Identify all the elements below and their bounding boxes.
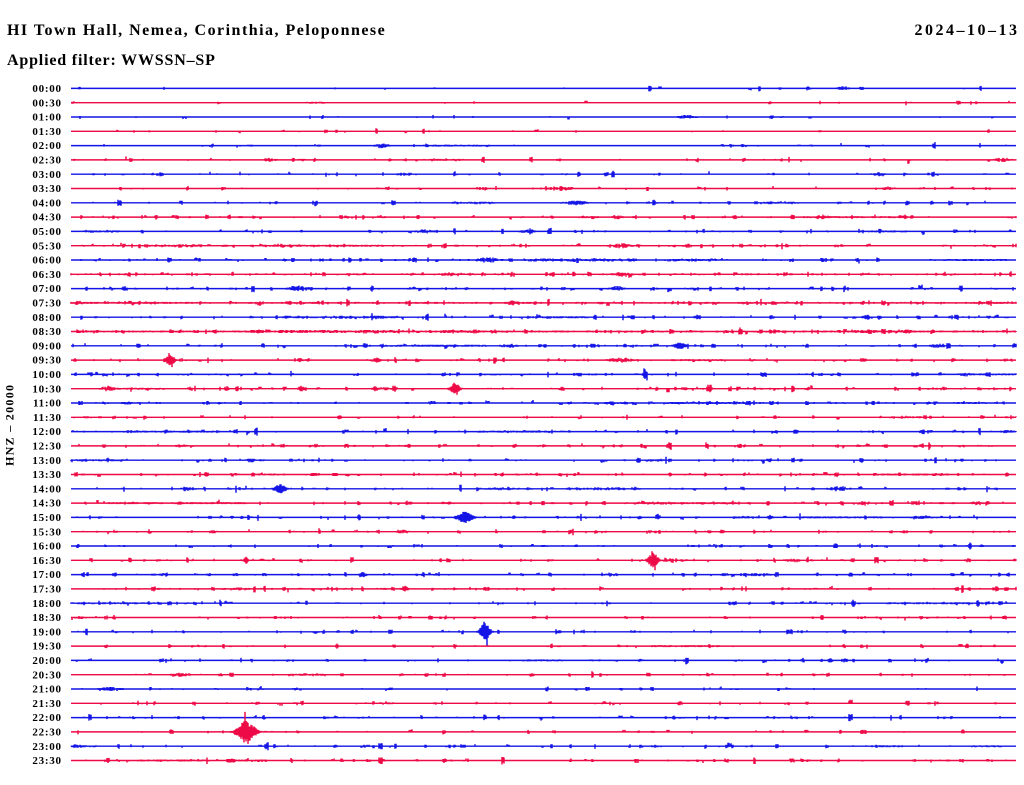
svg-text:2024–10–13: 2024–10–13 xyxy=(915,22,1020,39)
svg-text:07:00: 07:00 xyxy=(32,283,61,295)
svg-text:15:30: 15:30 xyxy=(32,526,61,538)
svg-text:17:30: 17:30 xyxy=(32,584,61,596)
svg-text:17:00: 17:00 xyxy=(32,569,61,581)
svg-text:00:30: 00:30 xyxy=(32,97,61,109)
svg-text:03:30: 03:30 xyxy=(32,183,61,195)
svg-text:19:00: 19:00 xyxy=(32,626,61,638)
svg-text:08:30: 08:30 xyxy=(32,326,61,338)
svg-text:08:00: 08:00 xyxy=(32,312,61,324)
svg-text:18:30: 18:30 xyxy=(32,612,61,624)
svg-text:HI Town Hall, Nemea, Corinthia: HI Town Hall, Nemea, Corinthia, Peloponn… xyxy=(7,22,386,39)
svg-text:21:00: 21:00 xyxy=(32,684,61,696)
svg-text:11:00: 11:00 xyxy=(33,398,62,410)
svg-text:12:00: 12:00 xyxy=(32,426,61,438)
svg-text:18:00: 18:00 xyxy=(32,598,61,610)
svg-text:14:00: 14:00 xyxy=(32,483,61,495)
svg-text:19:30: 19:30 xyxy=(32,641,61,653)
svg-text:05:00: 05:00 xyxy=(32,226,61,238)
svg-text:14:30: 14:30 xyxy=(32,498,61,510)
svg-text:04:00: 04:00 xyxy=(32,197,61,209)
svg-text:02:30: 02:30 xyxy=(32,155,61,167)
svg-text:09:00: 09:00 xyxy=(32,340,61,352)
svg-text:16:30: 16:30 xyxy=(32,555,61,567)
svg-text:03:00: 03:00 xyxy=(32,169,61,181)
svg-text:16:00: 16:00 xyxy=(32,541,61,553)
svg-text:07:30: 07:30 xyxy=(32,298,61,310)
svg-text:Applied filter: WWSSN–SP: Applied filter: WWSSN–SP xyxy=(7,52,216,69)
svg-text:02:00: 02:00 xyxy=(32,140,61,152)
svg-text:09:30: 09:30 xyxy=(32,355,61,367)
svg-text:10:30: 10:30 xyxy=(32,383,61,395)
svg-text:00:00: 00:00 xyxy=(32,83,61,95)
svg-text:01:30: 01:30 xyxy=(32,126,61,138)
svg-text:12:30: 12:30 xyxy=(32,441,61,453)
svg-text:13:30: 13:30 xyxy=(32,469,61,481)
svg-text:20:00: 20:00 xyxy=(32,655,61,667)
svg-text:04:30: 04:30 xyxy=(32,212,61,224)
svg-text:01:00: 01:00 xyxy=(32,112,61,124)
svg-text:06:30: 06:30 xyxy=(32,269,61,281)
svg-text:23:30: 23:30 xyxy=(32,755,61,767)
svg-text:23:00: 23:00 xyxy=(32,741,61,753)
svg-text:11:30: 11:30 xyxy=(33,412,62,424)
svg-text:15:00: 15:00 xyxy=(32,512,61,524)
svg-text:05:30: 05:30 xyxy=(32,240,61,252)
svg-text:13:00: 13:00 xyxy=(32,455,61,467)
svg-text:06:00: 06:00 xyxy=(32,255,61,267)
svg-text:21:30: 21:30 xyxy=(32,698,61,710)
svg-text:10:00: 10:00 xyxy=(32,369,61,381)
svg-text:20:30: 20:30 xyxy=(32,669,61,681)
svg-text:22:00: 22:00 xyxy=(32,712,61,724)
svg-text:HNZ – 20000: HNZ – 20000 xyxy=(3,384,17,466)
svg-text:22:30: 22:30 xyxy=(32,727,61,739)
